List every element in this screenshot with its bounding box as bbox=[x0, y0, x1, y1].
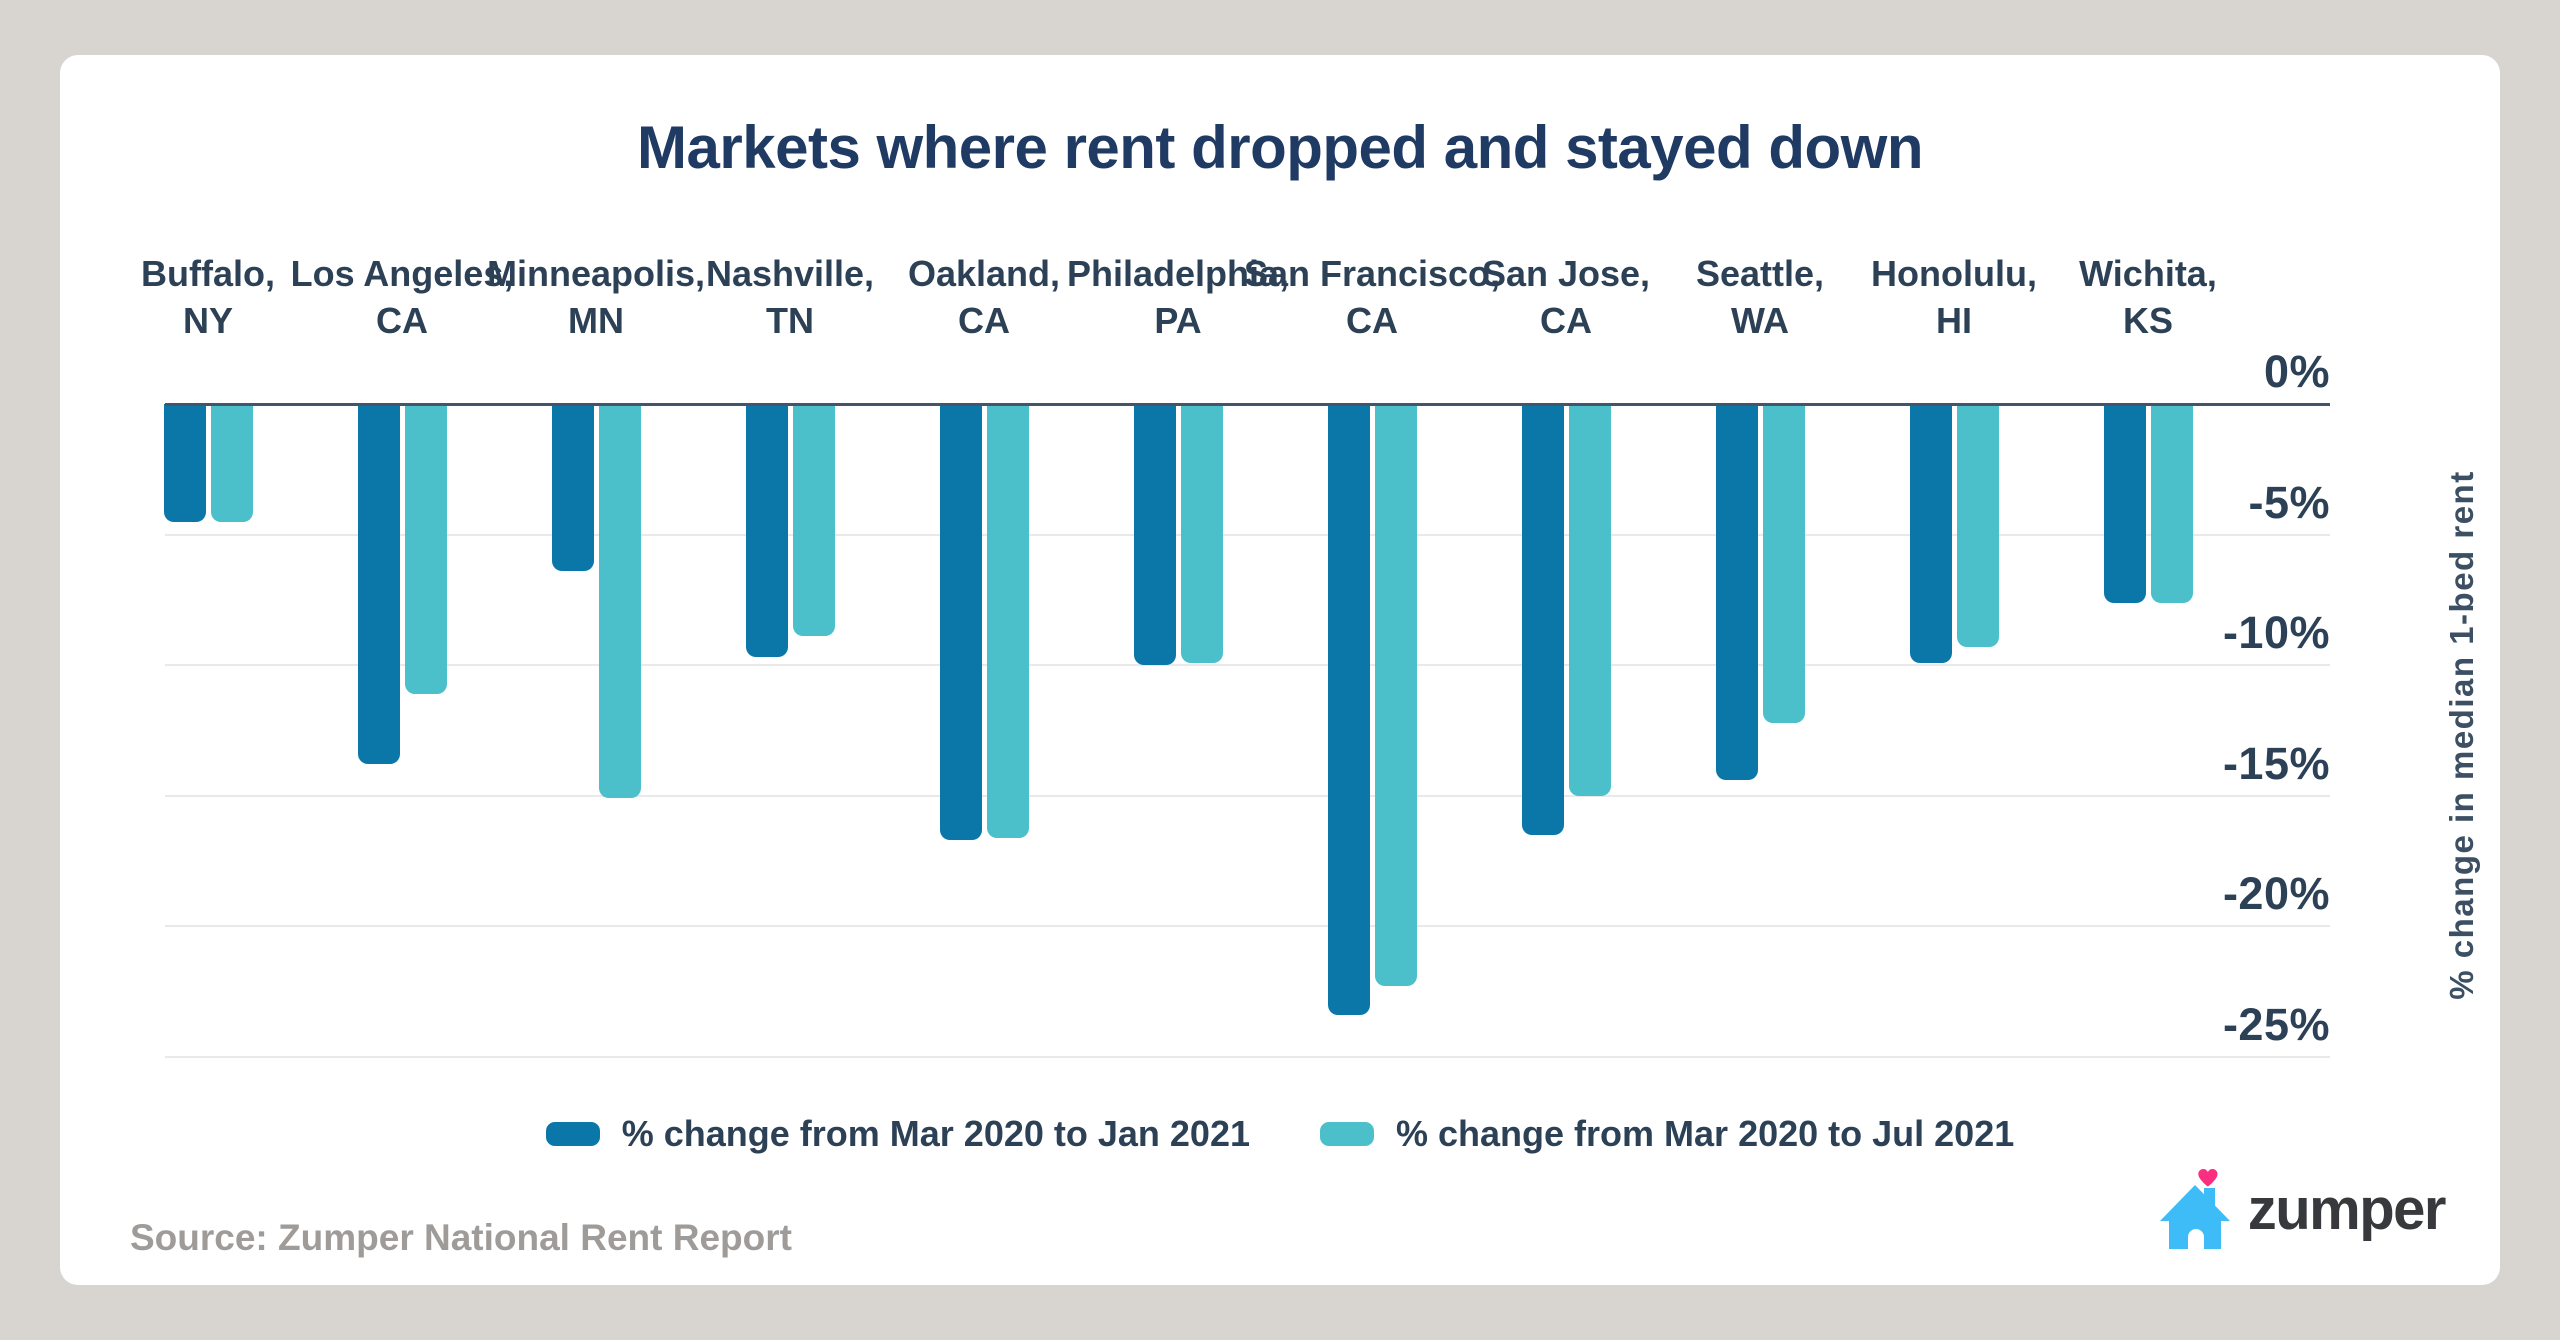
x-label-line: Seattle, bbox=[1695, 253, 1825, 294]
zumper-house-icon bbox=[2159, 1169, 2230, 1249]
x-label-line: TN bbox=[766, 300, 814, 341]
legend-swatch-icon bbox=[545, 1122, 600, 1146]
bar-philadelphia-pa-series1 bbox=[1133, 404, 1176, 666]
x-label-line: Philadelphia, bbox=[1066, 253, 1290, 294]
bar-seattle-wa-series2 bbox=[1762, 404, 1805, 723]
bar-philadelphia-pa-series2 bbox=[1180, 404, 1223, 663]
plot-area bbox=[163, 403, 2330, 1058]
legend-swatch-icon bbox=[1320, 1122, 1374, 1146]
source-note: Source: Zumper National Rent Report bbox=[130, 1217, 792, 1258]
x-label-line: MN bbox=[568, 300, 624, 341]
bar-san-francisco-ca-series2 bbox=[1374, 404, 1417, 987]
gridline--15% bbox=[165, 794, 2330, 797]
bar-los-angeles-ca-series2 bbox=[404, 404, 447, 694]
zero-baseline bbox=[165, 403, 2330, 406]
chart-title: Markets where rent dropped and stayed do… bbox=[637, 114, 1923, 181]
x-label-line: San Francisco, bbox=[1243, 253, 1501, 294]
gridline--20% bbox=[165, 925, 2330, 928]
x-label-oakland-ca: Oakland, CA bbox=[824, 250, 1144, 344]
x-label-seattle-wa: Seattle, WA bbox=[1600, 250, 1920, 344]
x-label-line: Wichita, bbox=[2079, 253, 2217, 294]
x-label-line: Buffalo, bbox=[141, 253, 275, 294]
bar-nashville-tn-series2 bbox=[792, 404, 835, 637]
x-label-nashville-tn: Nashville, TN bbox=[630, 250, 950, 344]
bar-los-angeles-ca-series1 bbox=[357, 404, 400, 765]
x-label-san-jose-ca: San Jose, CA bbox=[1406, 250, 1726, 344]
gridline--5% bbox=[165, 533, 2330, 536]
x-label-line: Los Angeles, bbox=[290, 253, 514, 294]
x-label-buffalo-ny: Buffalo, NY bbox=[48, 250, 368, 344]
legend-label: % change from Mar 2020 to Jan 2021 bbox=[621, 1113, 1250, 1154]
bar-oakland-ca-series2 bbox=[986, 404, 1029, 838]
bar-san-francisco-ca-series1 bbox=[1327, 404, 1370, 1016]
bar-honolulu-hi-series1 bbox=[1909, 404, 1952, 663]
x-label-san-francisco-ca: San Francisco, CA bbox=[1212, 250, 1532, 344]
x-label-line: PA bbox=[1154, 300, 1202, 341]
bar-san-jose-ca-series2 bbox=[1568, 404, 1611, 796]
zumper-logo: zumper bbox=[2159, 1167, 2447, 1251]
x-label-line: CA bbox=[1346, 300, 1398, 341]
x-label-los-angeles-ca: Los Angeles, CA bbox=[242, 250, 562, 344]
x-label-wichita-ks: Wichita, KS bbox=[1988, 250, 2308, 344]
bar-wichita-ks-series2 bbox=[2150, 404, 2193, 603]
x-label-minneapolis-mn: Minneapolis, MN bbox=[436, 250, 756, 344]
legend-label: % change from Mar 2020 to Jul 2021 bbox=[1396, 1113, 2015, 1154]
zumper-wordmark: zumper bbox=[2247, 1176, 2447, 1242]
x-label-line: CA bbox=[958, 300, 1010, 341]
bar-buffalo-ny-series2 bbox=[210, 404, 253, 522]
x-label-line: HI bbox=[1936, 300, 1972, 341]
x-label-honolulu-hi: Honolulu, HI bbox=[1794, 250, 2114, 344]
x-label-line: Oakland, bbox=[907, 253, 1061, 294]
bar-minneapolis-mn-series2 bbox=[598, 404, 641, 799]
legend-item-1: % change from Mar 2020 to Jan 2021 bbox=[545, 1113, 1250, 1155]
bar-wichita-ks-series1 bbox=[2103, 404, 2146, 603]
legend-item-2: % change from Mar 2020 to Jul 2021 bbox=[1320, 1113, 2014, 1155]
bar-nashville-tn-series1 bbox=[745, 404, 788, 658]
gridline--10% bbox=[165, 664, 2330, 667]
x-label-line: CA bbox=[376, 300, 428, 341]
bar-minneapolis-mn-series1 bbox=[551, 404, 594, 572]
legend: % change from Mar 2020 to Jan 2021 % chan… bbox=[60, 1113, 2500, 1155]
bar-seattle-wa-series1 bbox=[1715, 404, 1758, 781]
bar-honolulu-hi-series2 bbox=[1956, 404, 1999, 647]
x-label-line: NY bbox=[182, 300, 233, 341]
x-label-line: WA bbox=[1731, 300, 1789, 341]
gridline--25% bbox=[165, 1056, 2330, 1058]
bar-san-jose-ca-series1 bbox=[1521, 404, 1564, 835]
x-label-line: KS bbox=[2122, 300, 2173, 341]
x-label-line: Nashville, bbox=[705, 253, 875, 294]
x-label-line: Minneapolis, bbox=[486, 253, 706, 294]
y-axis-title: % change in median 1-bed rent bbox=[2443, 470, 2480, 1000]
x-axis-labels: Buffalo, NY Los Angeles, CA Minneapolis, MN Na… bbox=[141, 250, 2330, 400]
bar-buffalo-ny-series1 bbox=[163, 404, 206, 522]
x-label-line: CA bbox=[1540, 300, 1592, 341]
x-label-philadelphia-pa: Philadelphia, PA bbox=[1018, 250, 1338, 344]
x-label-line: San Jose, bbox=[1481, 253, 1651, 294]
bar-oakland-ca-series1 bbox=[939, 404, 982, 841]
x-label-line: Honolulu, bbox=[1871, 253, 2037, 294]
infographic-card: Markets where rent dropped and stayed do… bbox=[60, 55, 2500, 1285]
